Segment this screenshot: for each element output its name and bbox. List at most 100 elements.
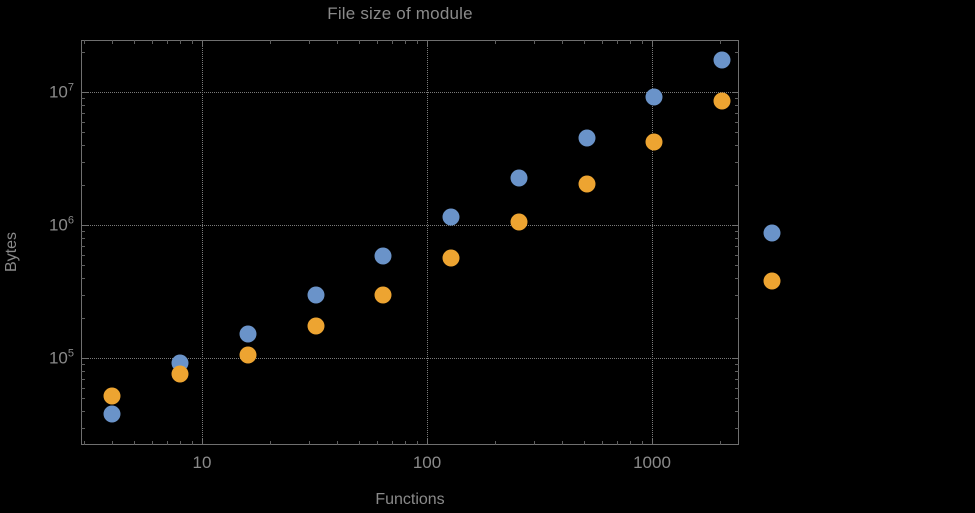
y-axis-tick (81, 358, 88, 359)
x-axis-tick (641, 441, 643, 445)
y-axis-tick (81, 112, 85, 114)
x-axis-tick (562, 40, 564, 44)
x-axis-tick (427, 40, 428, 47)
y-axis-tick (735, 398, 739, 400)
plot-frame (81, 40, 739, 445)
x-axis-tick (602, 441, 604, 445)
y-axis-tick (735, 254, 739, 256)
y-axis-tick (81, 277, 85, 279)
y-axis-tick (735, 427, 739, 429)
x-axis-tick (112, 441, 114, 445)
y-axis-tick (735, 378, 739, 380)
x-axis-tick (134, 40, 136, 44)
x-axis-tick (191, 441, 193, 445)
x-axis-tick (630, 441, 632, 445)
data-point (578, 175, 596, 193)
y-axis-tick (735, 121, 739, 123)
x-gridline (652, 40, 653, 445)
y-gridline (81, 358, 739, 359)
y-axis-tick (735, 98, 739, 100)
x-axis-tick (652, 438, 653, 445)
data-point (307, 317, 325, 335)
x-tick-label: 10 (192, 453, 212, 472)
y-axis-tick (81, 225, 88, 226)
y-axis-tick (81, 370, 85, 372)
data-point (307, 286, 325, 304)
x-axis-tick (416, 441, 418, 445)
x-axis-tick (534, 40, 536, 44)
y-axis-tick (81, 410, 85, 412)
x-axis-tick (167, 40, 169, 44)
y-tick-label: 107 (48, 81, 74, 102)
y-axis-tick (81, 161, 85, 163)
x-axis-tick (617, 441, 619, 445)
y-axis-tick (735, 294, 739, 296)
x-axis-tick (377, 441, 379, 445)
x-axis-tick (562, 441, 564, 445)
data-point (374, 286, 392, 304)
y-axis-tick (81, 387, 85, 389)
x-axis-tick (359, 40, 361, 44)
x-axis-tick (405, 441, 407, 445)
y-axis-tick (81, 378, 85, 380)
x-axis-tick (309, 40, 311, 44)
x-axis-tick (180, 441, 182, 445)
y-tick-label: 106 (48, 214, 74, 235)
y-tick-label: 105 (48, 347, 74, 368)
data-point (374, 247, 392, 265)
x-axis-tick (112, 40, 114, 44)
x-axis-tick (719, 441, 721, 445)
y-axis-tick (735, 317, 739, 319)
data-point (239, 325, 257, 343)
data-point (442, 208, 460, 226)
data-point (645, 133, 663, 151)
y-axis-tick (732, 225, 739, 226)
data-point (103, 387, 121, 405)
x-axis-tick (84, 441, 86, 445)
data-point (645, 88, 663, 106)
x-axis-tick (84, 40, 86, 44)
x-axis-tick (392, 441, 394, 445)
x-axis-tick (359, 441, 361, 445)
y-axis-tick (81, 265, 85, 267)
y-axis-tick (81, 294, 85, 296)
x-axis-tick (202, 438, 203, 445)
y-axis-title: Bytes (3, 232, 20, 273)
x-axis-tick (617, 40, 619, 44)
data-point (171, 365, 189, 383)
x-tick-label: 1000 (633, 453, 671, 472)
y-axis-tick (81, 427, 85, 429)
x-axis-title: Functions (375, 491, 445, 508)
y-axis-tick (81, 231, 85, 233)
data-point (713, 51, 731, 69)
x-axis-tick (167, 441, 169, 445)
y-axis-tick (735, 184, 739, 186)
x-axis-tick (152, 441, 154, 445)
x-axis-tick (191, 40, 193, 44)
y-gridline (81, 92, 739, 93)
y-axis-tick (735, 277, 739, 279)
y-gridline (81, 225, 739, 226)
data-point (510, 213, 528, 231)
y-axis-tick (732, 92, 739, 93)
x-axis-tick (584, 441, 586, 445)
y-axis-tick (81, 132, 85, 134)
data-point (103, 405, 121, 423)
x-axis-tick (427, 438, 428, 445)
x-axis-tick (494, 441, 496, 445)
y-axis-tick (732, 358, 739, 359)
y-axis-tick (81, 317, 85, 319)
x-axis-tick (405, 40, 407, 44)
y-axis-tick (81, 245, 85, 247)
y-axis-tick (81, 237, 85, 239)
y-axis-tick (735, 364, 739, 366)
x-axis-tick (630, 40, 632, 44)
x-axis-tick (202, 40, 203, 47)
y-axis-tick (735, 370, 739, 372)
y-axis-tick (81, 51, 85, 53)
data-point (713, 92, 731, 110)
x-axis-tick (180, 40, 182, 44)
x-axis-tick (134, 441, 136, 445)
x-axis-tick (309, 441, 311, 445)
